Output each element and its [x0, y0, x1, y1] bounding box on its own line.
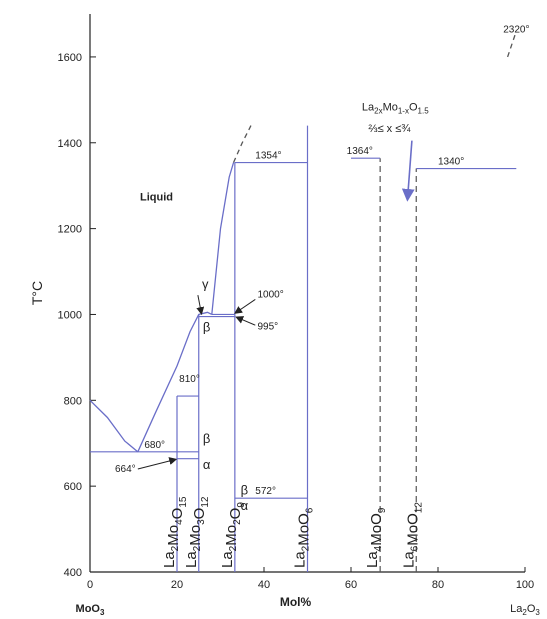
compound-label-subscript: 6 — [305, 507, 316, 513]
compound-label-subscript: 15 — [178, 496, 189, 508]
annotation-arrow — [401, 140, 415, 202]
temperature-label: 995° — [257, 321, 278, 332]
x-tick-label: 0 — [87, 579, 93, 591]
compound-label-part: Mo — [223, 525, 240, 546]
formula-sub: 2x — [374, 107, 382, 116]
compound-label-subscript: 4 — [174, 519, 185, 525]
compound-label-part: La — [219, 551, 236, 568]
compound-label: La2Mo2O9 — [219, 502, 247, 568]
compound-label-subscript: 3 — [196, 519, 207, 525]
phase-greek-label: α — [203, 457, 211, 472]
compound-label-part: O — [191, 508, 208, 520]
x-right-label-sub2: 3 — [535, 608, 540, 617]
y-tick-label: 600 — [64, 481, 82, 493]
x-right-label-o: O — [527, 603, 536, 615]
compound-label-subscript: 12 — [200, 496, 211, 508]
liquidus-far-dashed-curve — [506, 30, 517, 58]
compound-label-subscript: 9 — [377, 507, 388, 513]
compound-label-subscript: 2 — [232, 519, 243, 525]
x-tick-label: 20 — [171, 579, 183, 591]
compound-label-subscript: 12 — [413, 502, 424, 514]
y-tick-label: 1000 — [58, 309, 82, 321]
x-tick-label: 100 — [516, 579, 534, 591]
compound-label-part: MoO — [368, 513, 385, 546]
compound-label-part: Mo — [165, 525, 182, 546]
compound-label-part: MoO — [404, 513, 421, 546]
liquidus-dashed-curve — [232, 125, 252, 163]
compound-label: La6MoO12 — [400, 502, 424, 568]
x-right-label-sub1: 2 — [522, 608, 527, 617]
y-tick-label: 1400 — [58, 138, 82, 150]
compound-label-part: O — [227, 508, 244, 520]
y-axis-label: T°C — [29, 281, 45, 305]
x-tick-label: 40 — [258, 579, 270, 591]
x-tick-label: 80 — [432, 579, 444, 591]
arrow-gamma — [196, 295, 205, 316]
temperature-label: 1340° — [438, 157, 464, 168]
x-axis-label: Mol% — [280, 595, 312, 609]
annotation-range: ⅔≤ x ≤¾ — [368, 123, 411, 135]
arrow-664 — [137, 457, 178, 470]
phase-greek-label: γ — [202, 277, 209, 292]
formula-part: La — [362, 102, 375, 114]
liquid-region-label: Liquid — [140, 192, 173, 204]
compound-label-part: La — [400, 551, 417, 568]
x-left-label-subscript: 3 — [100, 608, 105, 617]
arrow-1000 — [234, 299, 256, 314]
compound-label: La2Mo3O12 — [183, 496, 211, 568]
x-tick-label: 60 — [345, 579, 357, 591]
temperature-label: 664° — [115, 464, 136, 475]
compound-label-part: La — [183, 551, 200, 568]
liquidus-right-curve — [211, 162, 235, 315]
compound-label-subscript: 4 — [373, 545, 384, 551]
formula-part: O — [409, 102, 418, 114]
temperature-label: 572° — [255, 486, 276, 497]
compound-label: La4MoO9 — [364, 507, 388, 568]
compound-label-part: La — [161, 551, 178, 568]
top-temperature-label: 2320° — [503, 24, 529, 35]
phase-greek-label: β — [203, 431, 210, 446]
compound-label-subscript: 2 — [192, 545, 203, 551]
temperature-label: 1000° — [257, 289, 283, 300]
compound-label-subscript: 2 — [301, 545, 312, 551]
compound-label-subscript: 9 — [236, 502, 247, 508]
liquidus-mid-curve — [137, 311, 213, 453]
compound-label-subscript: 6 — [409, 545, 420, 551]
formula-part: Mo — [383, 102, 398, 114]
compound-label-part: La — [292, 551, 309, 568]
phase-greek-label: β — [241, 483, 248, 498]
compound-label-subscript: 2 — [228, 545, 239, 551]
compound-label-part: MoO — [296, 513, 313, 546]
liquidus-left-curve — [89, 399, 139, 453]
x-left-label: MoO3 — [76, 603, 105, 617]
compound-label: La2MoO6 — [292, 507, 316, 568]
compound-label-part: O — [169, 508, 186, 520]
formula-sub: 1.5 — [418, 107, 430, 116]
y-tick-label: 800 — [64, 395, 82, 407]
phase-greek-label: β — [203, 320, 210, 335]
compound-label-part: La — [364, 551, 381, 568]
arrow-995 — [235, 316, 256, 326]
temperature-label: 810° — [179, 374, 200, 385]
y-tick-label: 400 — [64, 567, 82, 579]
labels: 680° 664° 810° 995° 1000° 1354° 572° 1364° 1340°… — [115, 24, 530, 568]
compound-label-subscript: 2 — [170, 545, 181, 551]
formula-sub: 1-x — [398, 107, 409, 116]
temperature-label: 1354° — [255, 151, 281, 162]
compound-label-part: Mo — [187, 525, 204, 546]
phase-greek-label: α — [241, 498, 249, 513]
x-right-label: La2O3 — [510, 603, 540, 617]
temperature-label: 1364° — [347, 146, 373, 157]
temperature-label: 680° — [144, 440, 165, 451]
phase-lines — [89, 30, 517, 572]
annotation-formula: La2xMo1-xO1.5 — [362, 102, 429, 116]
compound-label: La2Mo4O15 — [161, 496, 189, 568]
y-tick-label: 1200 — [58, 224, 82, 236]
y-tick-label: 1600 — [58, 52, 82, 64]
axes: 400 600 800 1000 1200 1400 1600 0 20 40 60 80 100 T°C… — [29, 14, 540, 617]
